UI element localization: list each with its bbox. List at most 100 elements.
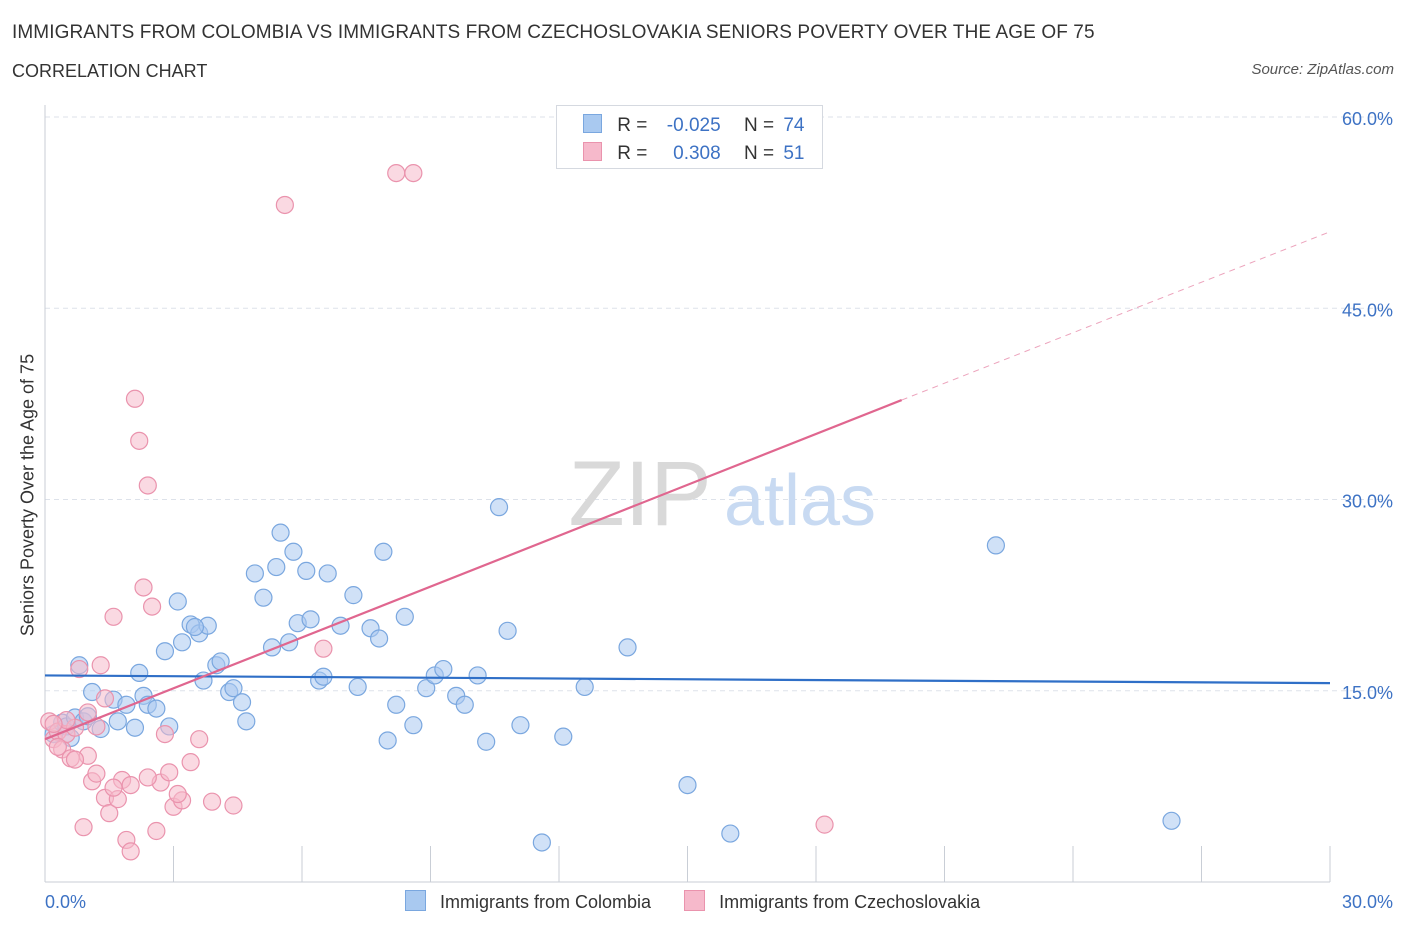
colombia-point: [232, 693, 252, 712]
r-value: -0.025: [666, 115, 721, 136]
colombia-point: [297, 561, 316, 581]
colombia-point: [147, 699, 166, 718]
czechoslovakia-point: [147, 821, 166, 841]
czechoslovakia-point: [70, 659, 89, 679]
colombia-point: [125, 718, 145, 737]
r-value: 0.308: [673, 143, 721, 164]
czechoslovakia-point: [224, 796, 243, 815]
legend-label-czechoslovakia: Immigrants from Czechoslovakia: [719, 892, 981, 912]
colombia-point: [387, 695, 406, 714]
r-label: R =: [617, 143, 648, 164]
colombia-point: [301, 610, 320, 629]
colombia-point: [267, 557, 286, 577]
colombia-point: [172, 633, 192, 652]
chart-subtitle: CORRELATION CHART: [12, 61, 208, 81]
czechoslovakia-point: [202, 792, 222, 811]
swatch-colombia: [583, 114, 602, 133]
watermark: ZIP atlas: [568, 443, 876, 545]
colombia-point: [130, 663, 149, 683]
colombia-point: [721, 824, 740, 843]
swatch-czechoslovakia: [583, 142, 602, 161]
source-credit: Source: ZipAtlas.com: [1251, 61, 1394, 78]
czechoslovakia-point: [104, 778, 123, 797]
colombia-point: [284, 542, 303, 561]
colombia-point: [468, 666, 487, 685]
colombia-point: [575, 677, 594, 697]
czechoslovakia-point: [95, 689, 115, 708]
y-tick-label: 45.0%: [1342, 300, 1393, 320]
colombia-point: [370, 629, 389, 648]
legend-label-colombia: Immigrants from Colombia: [440, 892, 652, 912]
czechoslovakia-trend-extension: [901, 231, 1331, 401]
colombia-point: [532, 833, 551, 852]
colombia-point: [498, 621, 517, 640]
czechoslovakia-trend-line: [44, 399, 903, 741]
colombia-point: [155, 642, 175, 661]
czechoslovakia-point: [44, 714, 63, 734]
watermark-atlas: atlas: [724, 461, 876, 541]
czechoslovakia-point: [100, 804, 119, 823]
colombia-point: [254, 588, 273, 607]
y-tick-label: 15.0%: [1342, 683, 1393, 703]
czechoslovakia-point: [142, 597, 162, 616]
czechoslovakia-point: [48, 737, 67, 756]
colombia-point: [618, 638, 637, 657]
czechoslovakia-point: [138, 768, 157, 787]
colombia-point: [986, 536, 1006, 555]
colombia-point: [185, 617, 205, 637]
czechoslovakia-point: [404, 164, 423, 183]
czechoslovakia-point: [160, 763, 179, 782]
colombia-point: [489, 498, 509, 517]
colombia-point: [455, 695, 474, 714]
colombia-point: [224, 679, 243, 698]
czechoslovakia-point: [121, 842, 140, 861]
colombia-point: [678, 775, 697, 795]
axes-layer: [44, 105, 1331, 883]
czechoslovakia-point: [125, 389, 145, 408]
n-label: N =: [743, 143, 775, 164]
czechoslovakia-point: [275, 195, 294, 215]
trend-layer: [44, 231, 1331, 741]
stats-row-czechoslovakia: R = 0.308 N = 51: [583, 142, 804, 166]
colombia-point: [348, 677, 367, 697]
colombia-point: [434, 659, 453, 679]
grid-layer: [45, 116, 1395, 692]
tick-labels: 15.0% 30.0% 45.0% 60.0% 0.0% 30.0%: [45, 109, 1393, 912]
czechoslovakia-point: [130, 431, 149, 450]
czechoslovakia-point: [168, 784, 187, 804]
colombia-point: [417, 679, 436, 698]
czechoslovakia-point: [190, 730, 209, 749]
colombia-point: [168, 592, 187, 611]
czechoslovakia-point: [74, 818, 93, 837]
czechoslovakia-point: [87, 764, 106, 783]
chart-title: IMMIGRANTS FROM COLOMBIA VS IMMIGRANTS F…: [12, 22, 1095, 43]
czechoslovakia-point: [155, 724, 175, 744]
czechoslovakia-point: [181, 753, 200, 772]
colombia-point: [477, 732, 496, 751]
colombia-point: [395, 607, 414, 626]
stats-legend: R = -0.025 N = 74 R = 0.308 N = 51: [556, 105, 823, 169]
czechoslovakia-point: [314, 639, 333, 658]
x-tick-label: 30.0%: [1342, 892, 1393, 912]
czechoslovakia-point: [815, 815, 834, 834]
x-tick-label: 0.0%: [45, 892, 86, 912]
r-label: R =: [617, 115, 648, 136]
n-value: 74: [783, 115, 805, 136]
colombia-point: [344, 586, 363, 605]
y-tick-label: 60.0%: [1342, 109, 1393, 129]
colombia-point: [318, 564, 337, 583]
stats-row-colombia: R = -0.025 N = 74: [583, 114, 804, 138]
n-label: N =: [743, 115, 775, 136]
czechoslovakia-point: [134, 578, 153, 597]
colombia-point: [1162, 811, 1181, 830]
colombia-point: [511, 716, 530, 735]
n-value: 51: [783, 143, 805, 164]
colombia-point: [271, 523, 290, 542]
series-legend: Immigrants from Colombia Immigrants from…: [405, 890, 980, 914]
colombia-point: [404, 716, 423, 735]
czechoslovakia-point: [65, 750, 85, 769]
colombia-point: [237, 712, 256, 731]
czechoslovakia-point: [91, 656, 110, 675]
points-layer: [40, 164, 1181, 861]
